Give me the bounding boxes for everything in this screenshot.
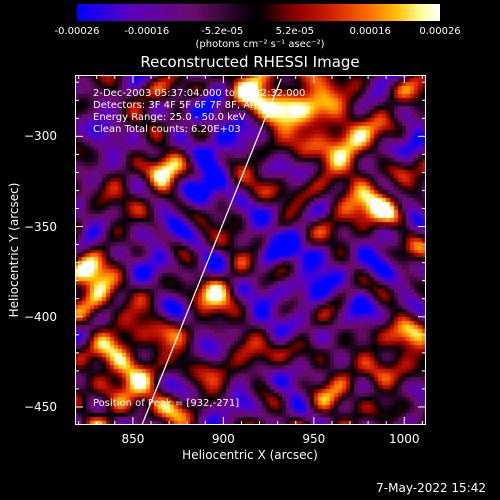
detectors-label: Detectors: 3F 4F 5F 6F 7F 8F, Att:0 bbox=[93, 100, 268, 111]
peak-position-label: Position of Peak = [932,-271] bbox=[93, 398, 240, 409]
x-tick-label: 850 bbox=[121, 432, 145, 446]
time-range-label: 2-Dec-2003 05:37:04.000 to 05:42:32.000 bbox=[93, 88, 306, 99]
colorbar-tick-label: -0.00026 bbox=[54, 26, 100, 37]
x-axis-label: Heliocentric X (arcsec) bbox=[182, 448, 318, 462]
y-axis-label: Heliocentric Y (arcsec) bbox=[7, 182, 21, 318]
colorbar-tick-label: 0.00016 bbox=[349, 26, 391, 37]
method-label: Clean Total counts: 6.20E+03 bbox=[93, 124, 241, 135]
colorbar-tick-label: -5.2e-05 bbox=[201, 26, 244, 37]
x-tick-label: 1000 bbox=[389, 432, 420, 446]
chart-title: Reconstructed RHESSI Image bbox=[140, 53, 360, 71]
timestamp: 7-May-2022 15:42 bbox=[376, 481, 486, 495]
plot-axes bbox=[75, 75, 426, 425]
colorbar-tick-label: 0.00026 bbox=[419, 26, 461, 37]
plot-frame bbox=[75, 75, 426, 425]
colorbar-tick-label: 5.2e-05 bbox=[275, 26, 314, 37]
y-tick-label: −400 bbox=[24, 309, 57, 324]
y-tick-label: −350 bbox=[24, 219, 57, 234]
energy-range-label: Energy Range: 25.0 - 50.0 keV bbox=[93, 112, 246, 123]
x-tick-label: 950 bbox=[302, 432, 326, 446]
colorbar-tick-label: -0.00016 bbox=[124, 26, 170, 37]
plot-area: 2-Dec-2003 05:37:04.000 to 05:42:32.000 … bbox=[75, 75, 426, 425]
heatmap bbox=[75, 75, 426, 425]
x-tick-label: 900 bbox=[211, 432, 235, 446]
colorbar-units: (photons cm⁻² s⁻¹ asec⁻²) bbox=[195, 39, 325, 50]
y-tick-label: −300 bbox=[24, 129, 57, 144]
solar-limb-line bbox=[141, 78, 282, 425]
colorbar bbox=[77, 4, 440, 21]
y-tick-label: −450 bbox=[24, 399, 57, 414]
